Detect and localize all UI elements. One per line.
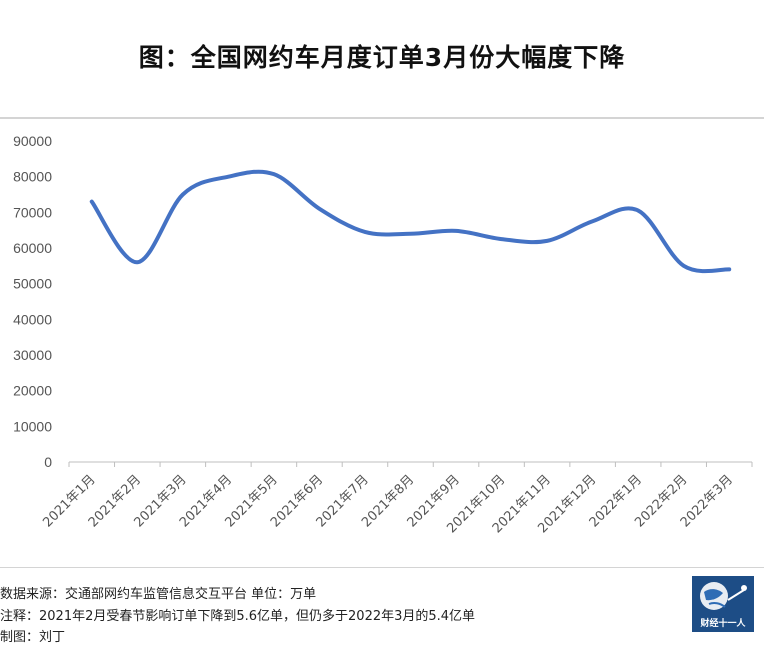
series-line	[89, 169, 732, 274]
bottom-divider	[0, 567, 764, 568]
y-tick-label: 90000	[13, 133, 52, 149]
top-divider	[0, 117, 764, 119]
logo-text: 财经十一人	[700, 619, 746, 629]
y-tick-label: 0	[44, 454, 52, 470]
y-tick-label: 20000	[13, 383, 52, 399]
x-axis-ticks	[68, 462, 753, 467]
y-tick-label: 40000	[13, 311, 52, 327]
y-tick-label: 60000	[13, 240, 52, 256]
x-axis-labels: 2021年1月2021年2月2021年3月2021年4月2021年5月2021年…	[40, 472, 736, 536]
y-tick-label: 50000	[13, 276, 52, 292]
globe-logo-icon: 财经十一人	[692, 576, 754, 632]
line-chart: 0 10000 20000 30000 40000 50000 60000 70000 8000…	[13, 133, 753, 536]
y-tick-label: 70000	[13, 204, 52, 220]
y-axis-ticks: 0 10000 20000 30000 40000 50000 60000 70000 8000…	[13, 133, 52, 470]
source-note: 数据来源：交通部网约车监管信息交互平台 单位：万单	[0, 587, 317, 602]
annotation-note: 注释：2021年2月受春节影响订单下降到5.6亿单，但仍多于2022年3月的5.…	[0, 608, 476, 624]
author-note: 制图：刘丁	[0, 630, 66, 645]
y-tick-label: 10000	[13, 418, 52, 434]
y-tick-label: 80000	[13, 169, 52, 185]
footer: 数据来源：交通部网约车监管信息交互平台 单位：万单 注释：2021年2月受春节影…	[0, 584, 475, 649]
series-points	[90, 172, 731, 271]
y-tick-label: 30000	[13, 347, 52, 363]
chart-title: 图：全国网约车月度订单3月份大幅度下降	[138, 43, 626, 72]
